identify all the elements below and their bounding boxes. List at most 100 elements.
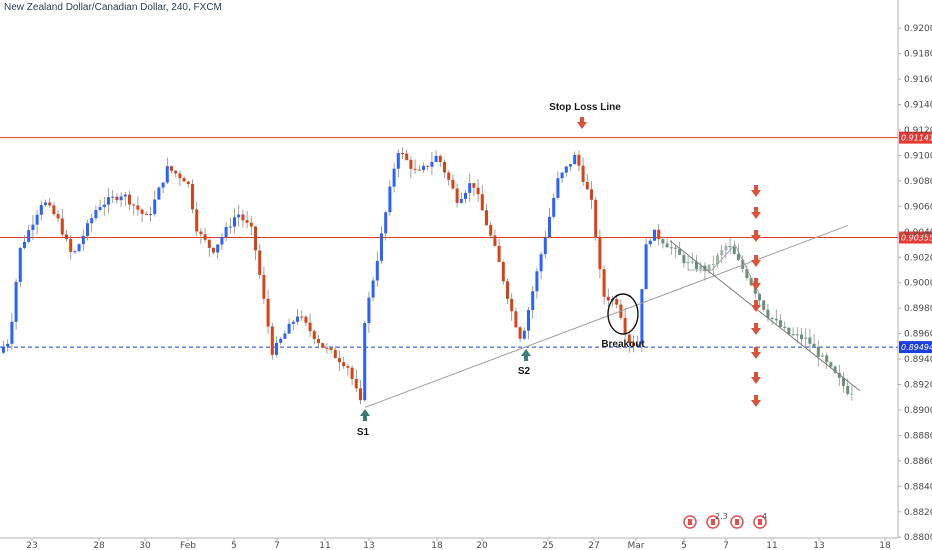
- candle-body: [401, 152, 404, 154]
- candle-body: [615, 298, 619, 305]
- candle-body: [720, 250, 724, 256]
- candle-body: [812, 343, 816, 347]
- candle-body: [468, 183, 472, 193]
- event-badge-count-2: 4: [762, 512, 767, 521]
- candle-body: [548, 216, 551, 238]
- candle-body: [317, 339, 320, 344]
- candle-body: [623, 317, 627, 335]
- event-badge-count: 2.3: [715, 512, 728, 521]
- projection-down-arrow: [751, 278, 761, 290]
- candle-body: [669, 247, 673, 249]
- candle-body: [94, 209, 98, 219]
- candle-body: [430, 161, 434, 167]
- candle-body: [762, 300, 766, 310]
- candle-body: [451, 179, 455, 189]
- x-tick-label: 28: [93, 541, 105, 550]
- candle-body: [846, 385, 850, 394]
- stop-loss-level-price-tag: [899, 131, 932, 144]
- candle-body: [157, 187, 161, 200]
- candle-body: [300, 316, 304, 318]
- candle-body: [367, 297, 371, 324]
- candle-body: [115, 196, 119, 201]
- y-axis: 0.92000 0.91800 0.91600 0.91400 0.91200 0.910…: [897, 0, 932, 543]
- candle-body: [275, 342, 278, 355]
- y-tick-label: 0.89800: [904, 304, 932, 314]
- event-icon-2: [706, 515, 720, 529]
- price-levels: 0.91141 0.90355 0.89494: [0, 131, 932, 354]
- candle-body: [279, 338, 283, 343]
- candle-body: [245, 220, 249, 223]
- event-icon-1-flag: [688, 519, 692, 525]
- candle-body: [795, 334, 799, 336]
- candle-body: [203, 234, 207, 240]
- y-tick-label: 0.90200: [904, 253, 932, 263]
- candle-body: [535, 271, 539, 292]
- x-tick-label: 23: [26, 541, 37, 550]
- candle-body: [808, 337, 812, 344]
- candle-body: [783, 326, 787, 328]
- candle-body: [745, 268, 749, 279]
- candle-body: [312, 331, 316, 340]
- candle-body: [779, 320, 782, 327]
- projection-down-arrow: [751, 255, 761, 267]
- candle-body: [497, 245, 501, 262]
- candle-body: [564, 166, 568, 173]
- projection-down-arrow: [751, 347, 761, 359]
- stop-loss-label: Stop Loss Line: [549, 102, 621, 113]
- breakout-label: Breakout: [601, 339, 645, 350]
- candle-body: [86, 223, 89, 236]
- candle-body: [287, 323, 291, 334]
- candle-body: [758, 293, 761, 301]
- candle-body: [665, 243, 669, 248]
- y-tick-label: 0.89000: [904, 406, 932, 416]
- candle-body: [510, 298, 514, 312]
- candle-body: [522, 330, 526, 339]
- candle-body: [375, 260, 379, 281]
- candle-body: [199, 231, 203, 235]
- candle-body: [44, 202, 47, 206]
- candle-body: [506, 281, 509, 299]
- x-tick-label: 11: [319, 541, 330, 550]
- x-tick-label: Mar: [628, 541, 645, 550]
- candle-body: [707, 264, 711, 272]
- x-tick-label: Feb: [180, 541, 196, 550]
- candle-body: [60, 218, 64, 235]
- candle-body: [350, 367, 354, 379]
- candle-body: [212, 247, 215, 253]
- candle-body: [800, 334, 803, 340]
- candle-body: [23, 241, 26, 248]
- candle-body: [329, 347, 333, 350]
- x-tick-label: 18: [431, 541, 443, 550]
- candle-body: [98, 207, 102, 210]
- candle-body: [140, 209, 144, 214]
- candle-body: [174, 170, 178, 174]
- candle-body: [821, 355, 824, 357]
- candle-body: [480, 194, 484, 211]
- candle-body: [443, 161, 446, 173]
- y-tick-label: 0.88400: [904, 482, 932, 492]
- candle-body: [674, 247, 677, 249]
- breakout-level-price-tag: [899, 341, 932, 354]
- candle-body: [224, 227, 228, 237]
- candle-body: [539, 254, 543, 272]
- y-tick-label: 0.88000: [904, 533, 932, 543]
- stop-loss-level-price-label: 0.91141: [901, 134, 932, 143]
- candle-body: [728, 246, 732, 248]
- support-trendline: [364, 224, 849, 408]
- s1-label: S1: [357, 427, 370, 438]
- candle-body: [787, 327, 791, 335]
- candle-body: [573, 154, 577, 165]
- candle-body: [627, 334, 631, 344]
- projection-down-arrow: [751, 185, 761, 197]
- y-tick-label: 0.89400: [904, 355, 932, 365]
- y-tick-label: 0.91800: [904, 50, 932, 60]
- x-tick-label: 11: [766, 541, 777, 550]
- candle-body: [766, 309, 770, 318]
- candle-body: [699, 265, 703, 269]
- candle-body: [283, 333, 287, 339]
- candle-body: [606, 296, 610, 301]
- candle-body: [598, 236, 602, 270]
- candle-body: [266, 298, 270, 327]
- candle-body: [296, 316, 299, 322]
